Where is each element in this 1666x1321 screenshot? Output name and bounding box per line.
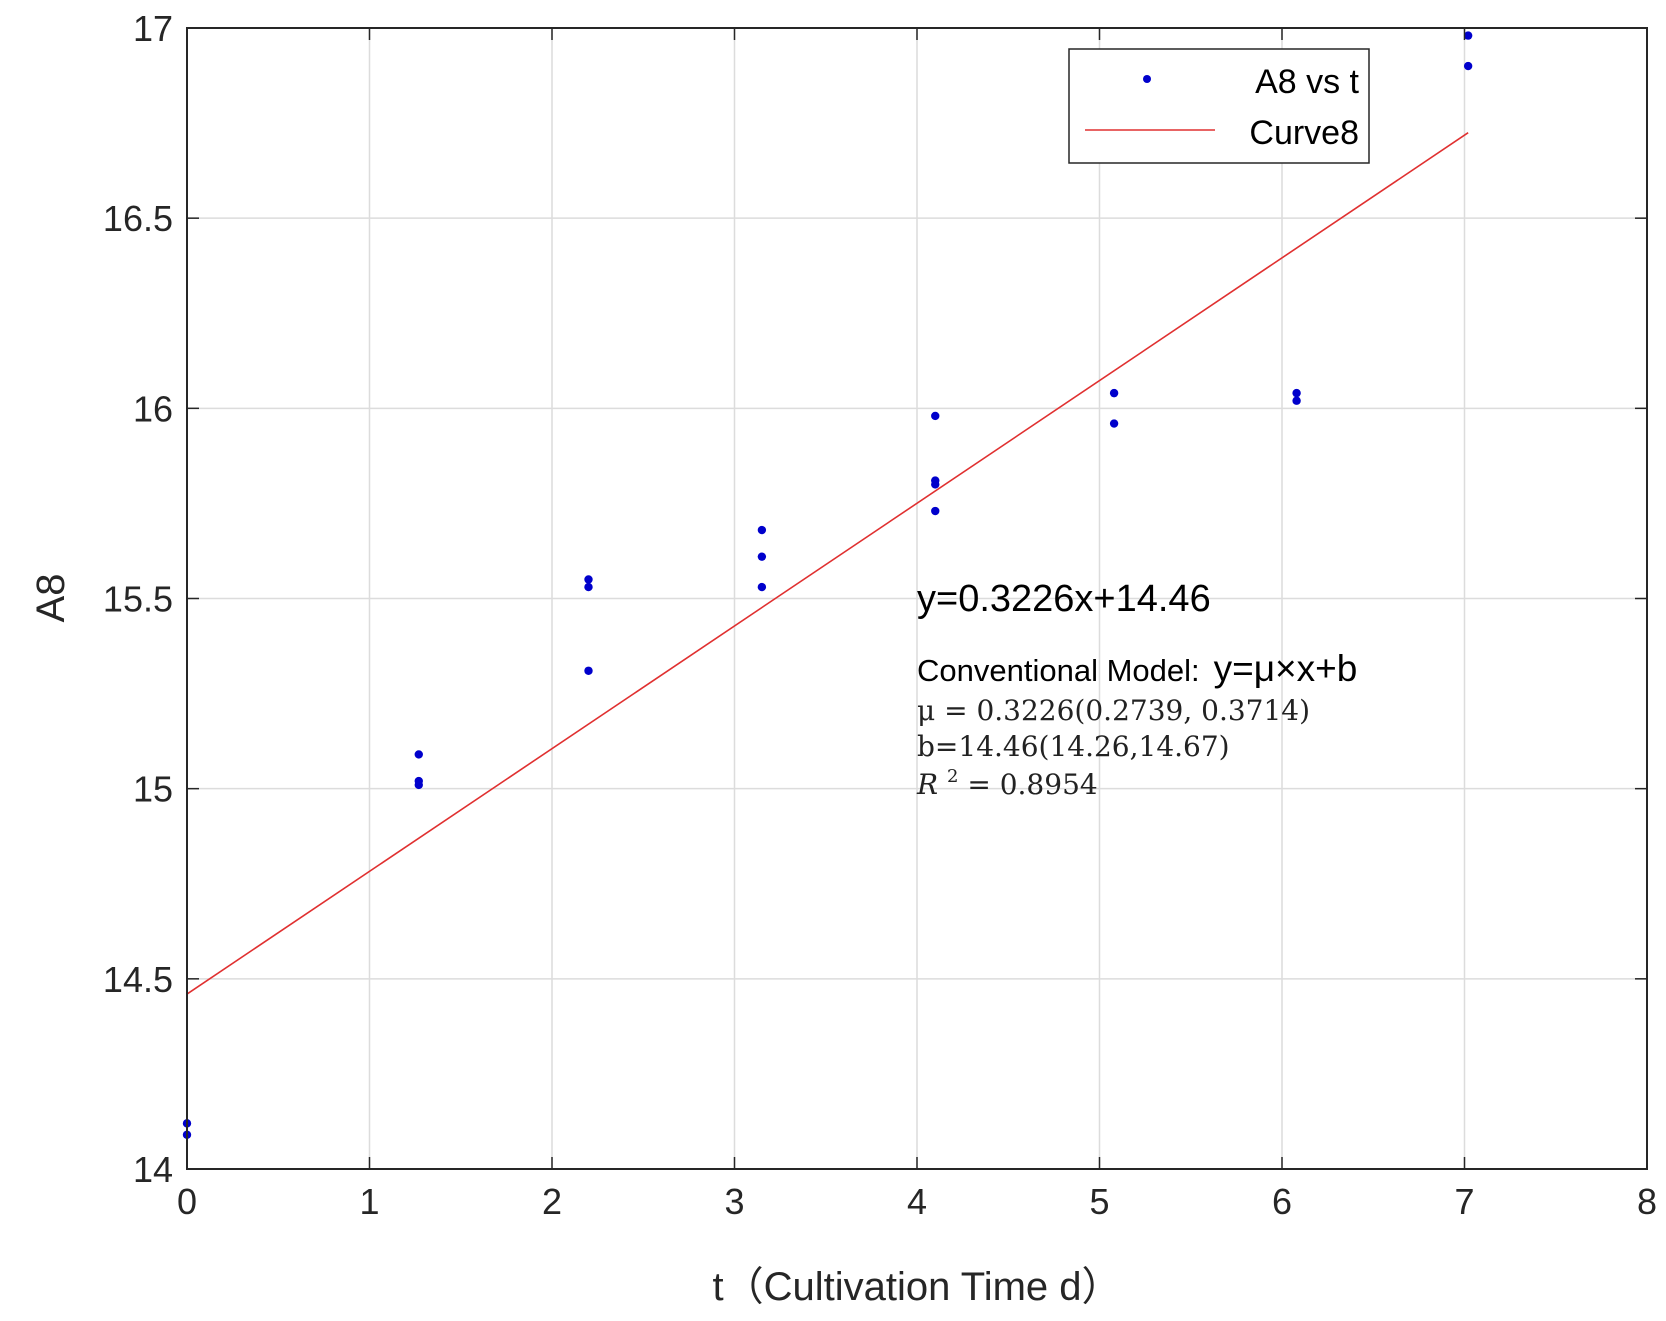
annotation-b: b=14.46(14.26,14.67)	[917, 730, 1230, 763]
data-point	[584, 575, 593, 584]
y-tick-label: 14	[133, 1149, 173, 1190]
legend-box	[1068, 48, 1370, 164]
annotation-r2: R 2 = 0.8954	[916, 756, 1098, 801]
legend-label-fit: Curve8	[1249, 114, 1359, 152]
data-point	[931, 411, 940, 421]
data-point	[931, 480, 940, 489]
x-tick-label: 6	[1272, 1181, 1292, 1222]
annotation-mu: μ = 0.3226(0.2739, 0.3714)	[917, 694, 1310, 727]
data-point	[757, 552, 767, 561]
x-tick-label: 7	[1454, 1181, 1474, 1222]
annotation-r2-value: = 0.8954	[967, 768, 1097, 801]
y-tick-label: 16	[133, 388, 173, 429]
fit-annotation: y=0.3226x+14.46 Conventional Model: y=μ×…	[916, 578, 1357, 801]
annotation-r2-sup: 2	[947, 766, 958, 787]
data-point	[584, 582, 593, 592]
y-tick-label: 16.5	[103, 198, 173, 239]
fit-line-curve8	[186, 132, 1469, 995]
data-point	[414, 750, 423, 759]
x-tick-label: 2	[542, 1181, 562, 1222]
data-point	[1109, 419, 1119, 428]
data-points	[182, 31, 1473, 1139]
y-tick-label: 17	[133, 8, 173, 49]
annotation-model-formula: y=μ×x+b	[1214, 648, 1358, 689]
fit-line-layer	[186, 132, 1469, 995]
y-axis-title: A8	[29, 574, 73, 623]
data-point	[931, 506, 940, 516]
data-point	[1292, 396, 1301, 405]
x-tick-label: 8	[1637, 1181, 1657, 1222]
data-point	[757, 525, 767, 535]
data-point	[1463, 61, 1473, 71]
legend-label-scatter: A8 vs t	[1255, 63, 1359, 101]
tick-labels: 0 1 2 3 4 5 6 7 8 14 14.5 15 15.5 16 16.5 17	[103, 8, 1657, 1222]
annotation-model-label: Conventional Model:	[917, 653, 1200, 688]
x-tick-label: 5	[1089, 1181, 1109, 1222]
annotation-model: Conventional Model: y=μ×x+b	[917, 648, 1357, 689]
data-point	[414, 780, 423, 790]
legend-marker-scatter	[1143, 75, 1151, 83]
data-point	[1292, 388, 1301, 398]
data-point	[757, 582, 767, 592]
data-point	[1109, 388, 1119, 398]
x-tick-label: 4	[907, 1181, 927, 1222]
data-point	[1463, 31, 1473, 40]
x-axis-title: t（Cultivation Time d）	[712, 1265, 1121, 1309]
y-tick-label: 14.5	[103, 959, 173, 1000]
legend: A8 vs t Curve8	[1068, 48, 1370, 164]
gridlines	[187, 28, 1647, 1169]
annotation-equation: y=0.3226x+14.46	[917, 578, 1211, 620]
x-tick-label: 0	[177, 1181, 197, 1222]
data-point	[584, 666, 593, 675]
y-tick-label: 15.5	[103, 579, 173, 620]
y-tick-label: 15	[133, 769, 173, 810]
x-tick-label: 1	[359, 1181, 379, 1222]
x-tick-label: 3	[724, 1181, 744, 1222]
annotation-r2-symbol: R	[916, 768, 938, 801]
